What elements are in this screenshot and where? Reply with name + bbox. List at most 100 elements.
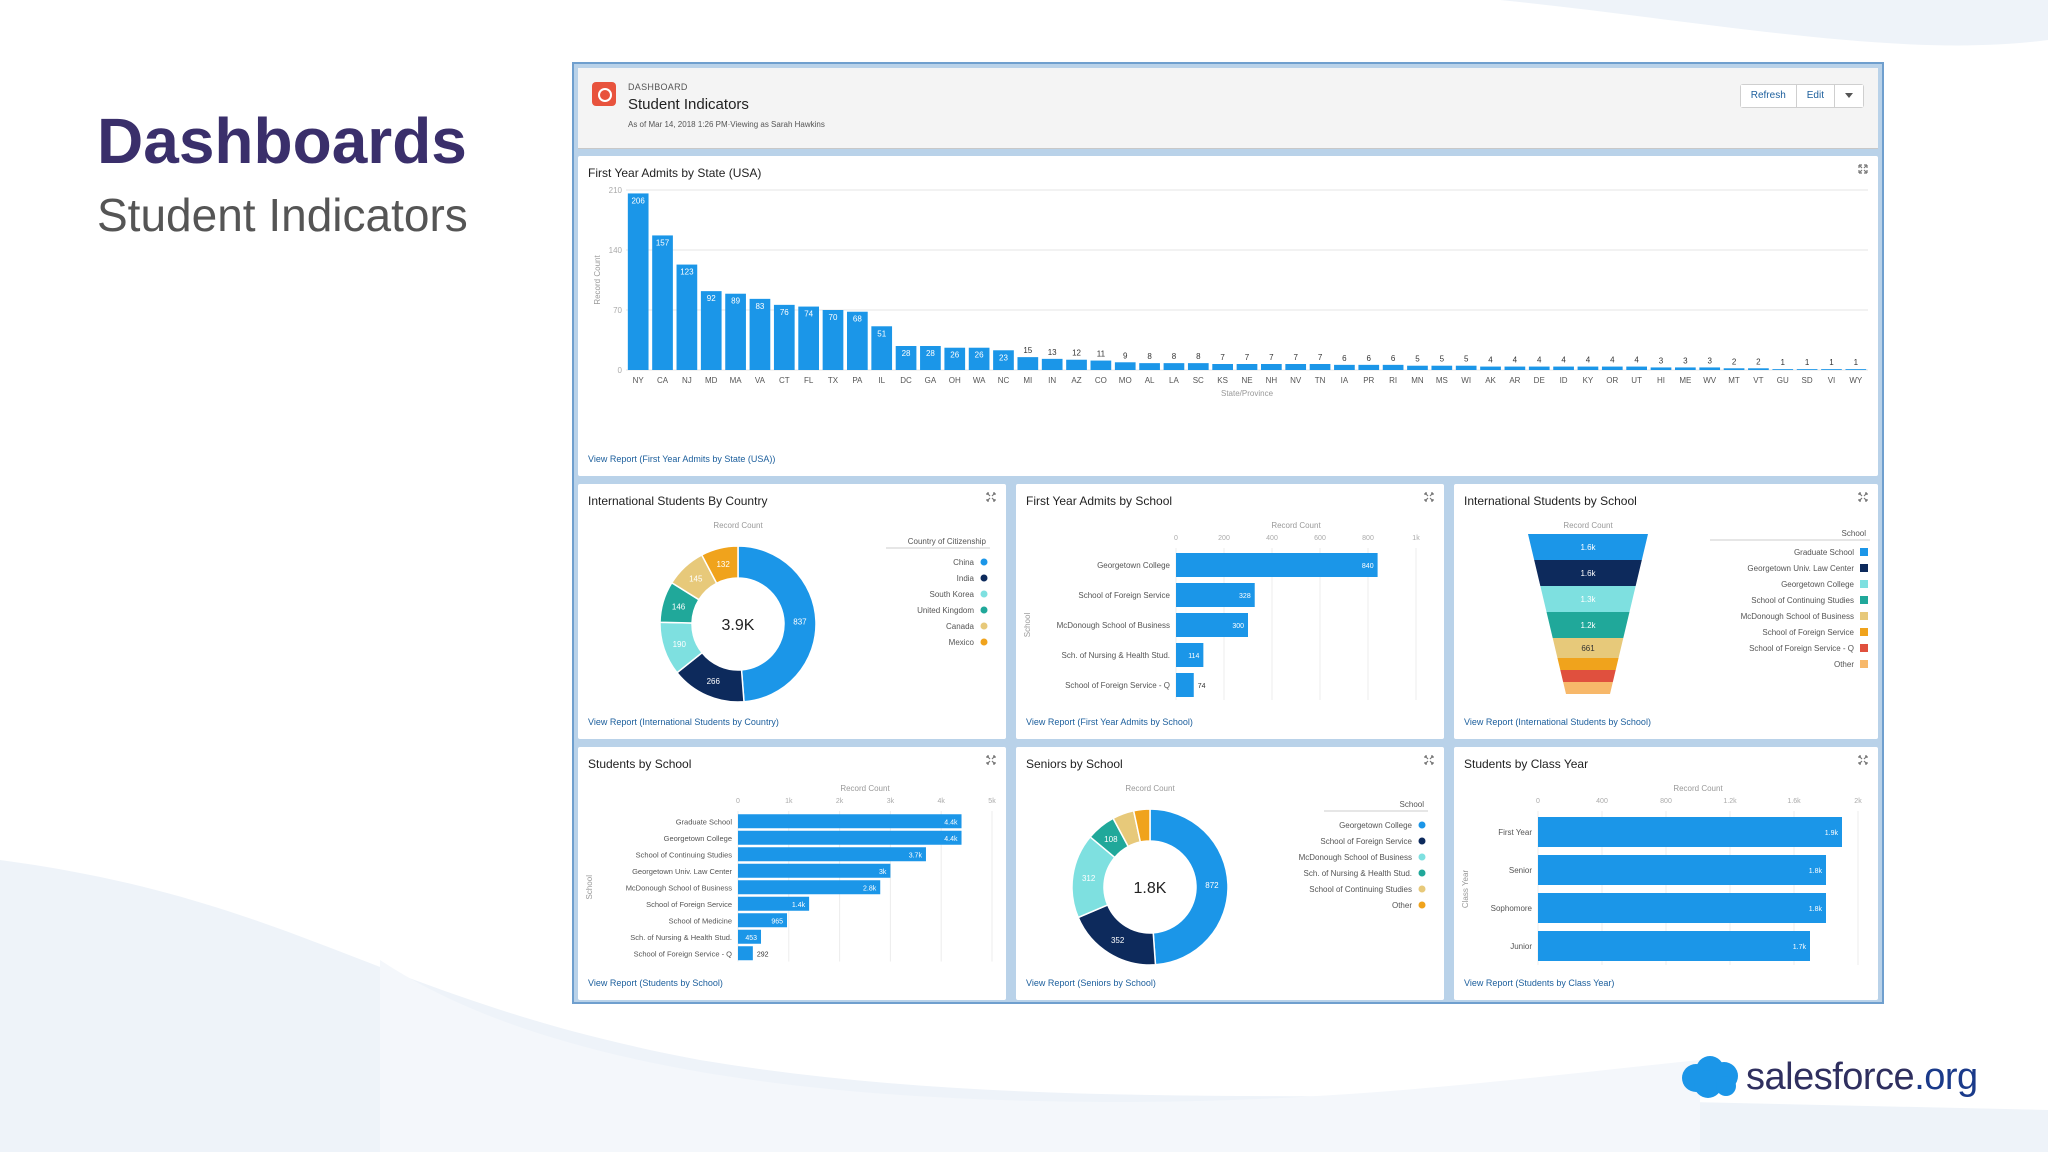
expand-icon[interactable] [1424,492,1434,502]
x-tick-label: PR [1363,376,1374,385]
bar [1723,368,1745,370]
data-label: 1 [1805,358,1810,367]
data-label: 5 [1440,355,1445,364]
expand-icon[interactable] [1858,164,1868,174]
funnel-segment [1557,658,1619,670]
expand-icon[interactable] [986,755,996,765]
y-tick-label: 210 [609,186,623,195]
view-report-link[interactable]: View Report (Seniors by School) [1026,978,1156,988]
category-label: McDonough School of Business [1057,621,1170,630]
expand-icon[interactable] [986,492,996,502]
bar [1309,364,1331,370]
legend-swatch [980,590,988,598]
view-report-link[interactable]: View Report (International Students by C… [588,717,779,727]
legend-swatch [980,574,988,582]
category-label: Georgetown College [664,834,732,843]
bar [847,311,868,370]
data-label: 4.4k [944,819,958,826]
data-label: 1.7k [1793,944,1807,951]
legend-swatch [980,558,988,566]
legend-swatch [1860,612,1868,620]
y-tick-label: 0 [618,366,623,375]
legend-swatch [1418,853,1426,861]
bar [944,347,966,370]
x-tick-label: 1k [785,798,793,805]
category-label: Sophomore [1491,904,1533,913]
more-actions-button[interactable] [1835,85,1863,107]
data-label: 8 [1196,352,1201,361]
data-label: 7 [1245,353,1250,362]
legend-label: India [957,574,975,583]
x-tick-label: RI [1389,376,1397,385]
x-tick-label: CA [657,376,669,385]
data-label: 3.7k [909,852,923,859]
data-label: 74 [1198,683,1206,690]
x-tick-label: NJ [682,376,692,385]
x-tick-label: UT [1631,376,1642,385]
bar [1796,369,1818,370]
legend-title: School [1400,800,1425,809]
legend-title: Country of Citizenship [908,537,987,546]
y-axis-label: Class Year [1461,870,1470,909]
x-tick-label: MD [705,376,718,385]
slice-label: 145 [689,575,703,584]
view-report-link[interactable]: View Report (First Year Admits by School… [1026,717,1193,727]
expand-icon[interactable] [1424,755,1434,765]
x-tick-label: 800 [1362,535,1374,542]
bar [1431,365,1453,370]
x-tick-label: DC [900,376,912,385]
data-label: 123 [680,268,694,277]
slice-label: 312 [1082,874,1096,883]
legend-label: McDonough School of Business [1741,612,1854,621]
data-label: 15 [1023,346,1032,355]
bar [1601,366,1623,370]
legend-label: Canada [946,622,975,631]
intl-by-school-chart: Record Count 1.6k 1.6k 1.3k 1.2k 661 School Gra… [1528,521,1870,694]
category-label: Graduate School [676,817,733,826]
data-label: 1 [1781,358,1786,367]
bar [700,291,722,370]
data-label: 3 [1659,356,1664,365]
x-tick-label: 1.2k [1723,798,1737,805]
x-axis-label: Record Count [1673,784,1723,793]
refresh-button[interactable]: Refresh [1740,85,1797,107]
data-label: 5 [1415,355,1420,364]
view-report-link[interactable]: View Report (Students by Class Year) [1464,978,1615,988]
view-report-link[interactable]: View Report (International Students by S… [1464,717,1651,727]
view-report-link[interactable]: View Report (First Year Admits by State … [588,454,776,464]
x-tick-label: HI [1657,376,1665,385]
expand-icon[interactable] [1858,755,1868,765]
x-tick-label: AZ [1071,376,1081,385]
bar [1504,366,1526,370]
bar [1163,363,1185,370]
data-label: 840 [1362,563,1374,570]
legend-swatch [1418,869,1426,877]
card-title: International Students by School [1464,494,1637,508]
card-title: Students by Class Year [1464,757,1589,771]
bar [1176,583,1255,607]
expand-icon[interactable] [1858,492,1868,502]
bar [1577,366,1599,370]
x-tick-label: LA [1169,376,1179,385]
edit-button[interactable]: Edit [1796,85,1835,107]
legend-swatch [1860,564,1868,572]
segment-label: 1.6k [1580,569,1596,578]
card-seniors-by-school: Seniors by School Record Count 872 352 312 1… [1016,747,1444,1000]
legend-label: Mexico [949,638,975,647]
legend-swatch [1860,580,1868,588]
slice-label: 266 [707,677,721,686]
x-tick-label: 3k [887,798,895,805]
bar [1553,366,1574,370]
x-tick-label: 2k [836,798,844,805]
view-report-link[interactable]: View Report (Students by School) [588,978,723,988]
legend-title: School [1842,529,1867,538]
data-label: 4 [1561,356,1566,365]
category-label: School of Foreign Service - Q [1065,681,1170,690]
bar [871,326,893,370]
bar [627,193,649,370]
data-label: 328 [1239,593,1251,600]
x-axis-label: Record Count [1271,521,1321,530]
x-tick-label: 400 [1596,798,1608,805]
y-tick-label: 140 [609,246,623,255]
